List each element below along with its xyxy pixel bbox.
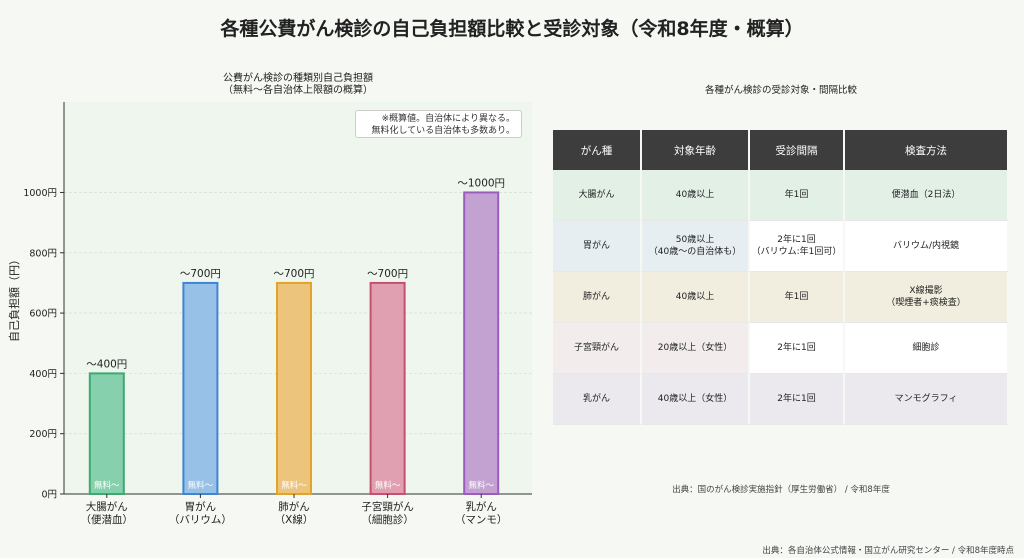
bar — [369, 281, 406, 495]
y-tick-label: 0円 — [41, 490, 57, 501]
page-title: 各種公費がん検診の自己負担額比較と受診対象（令和8年度・概算） — [220, 18, 804, 40]
chart-note-line-1: ※概算値。自治体により異なる。 — [381, 114, 515, 124]
table-row: 肺がん 40歳以上 年1回 X線撮影 （喫煙者+痰検査） — [553, 272, 1009, 323]
y-axis-label: 自己負担額（円） — [7, 254, 21, 342]
bar — [276, 281, 312, 495]
table-cell-cancer-type: 乳がん — [553, 374, 642, 425]
x-tick-label: 胃がん — [185, 500, 217, 513]
table-header-interval: 受診間隔 — [750, 130, 845, 170]
x-tick-label: （マンモ） — [455, 514, 508, 526]
bar-value-label: 〜700円 — [273, 268, 314, 280]
table-cell-cancer-type: 肺がん — [553, 272, 642, 323]
y-tick-label: 1000円 — [23, 188, 57, 199]
table-cell-cancer-type: 子宮頸がん — [553, 323, 642, 374]
table-cell-interval: 年1回 — [750, 272, 845, 323]
bar-base-label: 無料〜 — [188, 480, 214, 491]
table-cell-target-age: 20歳以上（女性） — [642, 323, 750, 374]
table-cell-method: マンモグラフィ — [845, 374, 1009, 425]
x-tick-label: 子宮頸がん — [361, 500, 414, 513]
table-row: 胃がん 50歳以上 （40歳〜の自治体も） 2年に1回 （バリウム:年1回可） バリウ… — [553, 221, 1009, 272]
table-cell-interval: 2年に1回 — [750, 323, 845, 374]
y-tick-label: 400円 — [29, 369, 57, 380]
bar-base-label: 無料〜 — [468, 480, 494, 491]
bar — [463, 191, 500, 495]
y-tick-label: 800円 — [29, 248, 57, 259]
x-tick-label: （X線） — [275, 513, 314, 526]
bar-value-label: 〜700円 — [367, 268, 408, 280]
table-cell-method: バリウム/内視鏡 — [845, 221, 1009, 272]
bar-base-label: 無料〜 — [94, 480, 120, 491]
x-tick-label: 乳がん — [465, 500, 497, 513]
bar-value-label: 〜400円 — [86, 358, 127, 370]
table-row: 乳がん 40歳以上（女性） 2年に1回 マンモグラフィ — [553, 374, 1009, 425]
x-tick-label: 肺がん — [278, 500, 310, 513]
chart-title-line-2: （無料〜各自治体上限額の概算） — [223, 85, 373, 96]
table-cell-method: 細胞診 — [845, 323, 1009, 374]
table-cell-target-age: 50歳以上 （40歳〜の自治体も） — [642, 221, 750, 272]
bar — [88, 372, 125, 495]
table-source: 出典：国のがん検診実施指針（厚生労働省） / 令和8年度 — [672, 485, 890, 495]
bar-value-label: 〜1000円 — [457, 177, 505, 189]
footer-source: 出典：各自治体公式情報・国立がん研究センター / 令和8年度時点 — [762, 546, 1014, 556]
table-row: 大腸がん 40歳以上 年1回 便潜血（2日法） — [553, 170, 1009, 221]
x-tick-label: （バリウム） — [169, 514, 232, 526]
table-cell-cancer-type: 胃がん — [553, 221, 642, 272]
table-header-row: がん種 対象年齢 受診間隔 検査方法 — [553, 130, 1009, 170]
bar — [182, 281, 219, 495]
table-cell-method: 便潜血（2日法） — [845, 170, 1009, 221]
table-header-method: 検査方法 — [845, 130, 1009, 170]
x-tick-label: （細胞診） — [361, 513, 414, 526]
bar-base-label: 無料〜 — [281, 480, 307, 491]
bar-base-label: 無料〜 — [375, 480, 401, 491]
y-tick-label: 600円 — [29, 309, 57, 320]
y-tick-label: 200円 — [29, 429, 57, 440]
x-tick-label: （便潜血） — [81, 513, 134, 526]
chart-note: ※概算値。自治体により異なる。 無料化している自治体も多数あり。 — [355, 110, 522, 138]
table-cell-target-age: 40歳以上（女性） — [642, 374, 750, 425]
x-tick-label: 大腸がん — [86, 500, 128, 513]
chart-note-line-2: 無料化している自治体も多数あり。 — [371, 126, 515, 136]
chart-title: 公費がん検診の種類別自己負担額 （無料〜各自治体上限額の概算） — [64, 73, 532, 97]
table-cell-target-age: 40歳以上 — [642, 170, 750, 221]
chart-title-line-1: 公費がん検診の種類別自己負担額 — [223, 73, 373, 84]
table-row: 子宮頸がん 20歳以上（女性） 2年に1回 細胞診 — [553, 323, 1009, 374]
table-header-cancer-type: がん種 — [553, 130, 642, 170]
comparison-table: がん種 対象年齢 受診間隔 検査方法 大腸がん 40歳以上 年1回 便潜血（2日法）胃… — [553, 130, 1009, 425]
table-cell-interval: 2年に1回 — [750, 374, 845, 425]
bar-chart: 0円 200円 400円 600円 800円 1000円自己負担額（円） 〜400円無料〜大… — [0, 70, 540, 540]
bar-value-label: 〜700円 — [180, 268, 221, 280]
table-cell-target-age: 40歳以上 — [642, 272, 750, 323]
table-cell-method: X線撮影 （喫煙者+痰検査） — [845, 272, 1009, 323]
table-title: 各種がん検診の受診対象・間隔比較 — [704, 85, 857, 96]
table-cell-interval: 年1回 — [750, 170, 845, 221]
table-cell-interval: 2年に1回 （バリウム:年1回可） — [750, 221, 845, 272]
table-cell-cancer-type: 大腸がん — [553, 170, 642, 221]
table-header-target-age: 対象年齢 — [642, 130, 750, 170]
